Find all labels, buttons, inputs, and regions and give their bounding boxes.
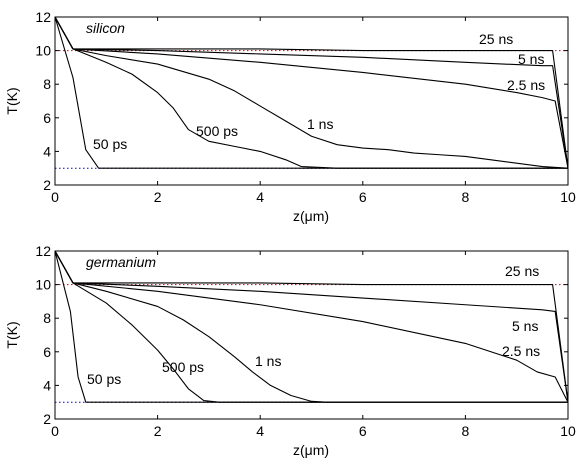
panel-1-y-tick-label: 8 (43, 76, 51, 92)
panel-2-x-tick-label: 8 (462, 423, 470, 439)
panel-2-series-line-1ns (54, 250, 568, 403)
panel-2-series-line-50ps (54, 250, 568, 403)
panel-1-x-axis-title: z(μm) (293, 208, 329, 224)
panel-1-x-tick-label: 2 (154, 189, 162, 205)
panel-1-series-label-2.5ns: 2.5 ns (507, 77, 545, 93)
panel-2-x-tick-label: 4 (256, 423, 264, 439)
panel-2-y-tick-label: 6 (43, 344, 51, 360)
panel-1-series-line-1ns (54, 16, 569, 169)
panel-2-series-label-50ps: 50 ps (87, 371, 121, 387)
panel-2-axes-frame (54, 250, 569, 420)
panel-1-series-line-2.5ns (54, 16, 569, 169)
panel-2-series-label-500ps: 500 ps (162, 359, 204, 375)
panel-2-x-axis-title: z(μm) (293, 442, 329, 458)
panel-1-y-tick-label: 12 (35, 9, 51, 25)
panel-1-series-label-1ns: 1 ns (307, 116, 333, 132)
panel-1-y-axis-title: T(K) (4, 87, 20, 114)
panel-2-x-tick-label: 10 (560, 423, 576, 439)
panel-2-series-line-25ns (54, 250, 569, 403)
panel-1-axes-frame (54, 16, 569, 186)
panel-1-series-line-500ps (54, 16, 568, 169)
panel-2-y-tick-label: 2 (43, 411, 51, 427)
panel-1-series-label-50ps: 50 ps (93, 136, 127, 152)
panel-2-series-label-1ns: 1 ns (255, 353, 281, 369)
panel-1-y-tick-label: 4 (43, 143, 51, 159)
panel-2-series-label-25ns: 25 ns (505, 263, 539, 279)
panel-2-y-tick-label: 4 (43, 377, 51, 393)
panel-1-x-tick-label: 8 (462, 189, 470, 205)
panel-2-y-tick-label: 8 (43, 310, 51, 326)
panel-2-series-line-2.5ns (54, 250, 569, 403)
panel-2-x-tick-label: 6 (359, 423, 367, 439)
panel-2-x-tick-label: 2 (154, 423, 162, 439)
panel-2-series-line-5ns (54, 250, 569, 403)
panel-2-y-tick-label: 10 (35, 277, 51, 293)
panel-1-material-label: silicon (86, 20, 125, 36)
panel-2-series-label-5ns: 5 ns (512, 318, 538, 334)
panel-1-x-tick-label: 6 (359, 189, 367, 205)
panel-2-series-label-2.5ns: 2.5 ns (502, 343, 540, 359)
panel-1-series-label-5ns: 5 ns (518, 51, 544, 67)
panel-2-series-line-500ps (54, 250, 568, 403)
panel-1-series-label-500ps: 500 ps (196, 123, 238, 139)
panel-1-x-tick-label: 10 (560, 189, 576, 205)
panel-1-y-tick-label: 6 (43, 110, 51, 126)
panel-1-x-tick-label: 0 (51, 189, 59, 205)
panel-1-y-tick-label: 2 (43, 177, 51, 193)
panel-2-y-axis-title: T(K) (4, 321, 20, 348)
panel-1-series-label-25ns: 25 ns (479, 31, 513, 47)
panel-1-series-line-25ns (54, 16, 569, 169)
panel-2-material-label: germanium (86, 254, 156, 270)
panel-2-x-tick-label: 0 (51, 423, 59, 439)
panel-2-y-tick-label: 12 (35, 243, 51, 259)
panel-1-y-tick-label: 10 (35, 43, 51, 59)
panel-1-x-tick-label: 4 (256, 189, 264, 205)
panel-1-series-line-5ns (54, 16, 569, 169)
